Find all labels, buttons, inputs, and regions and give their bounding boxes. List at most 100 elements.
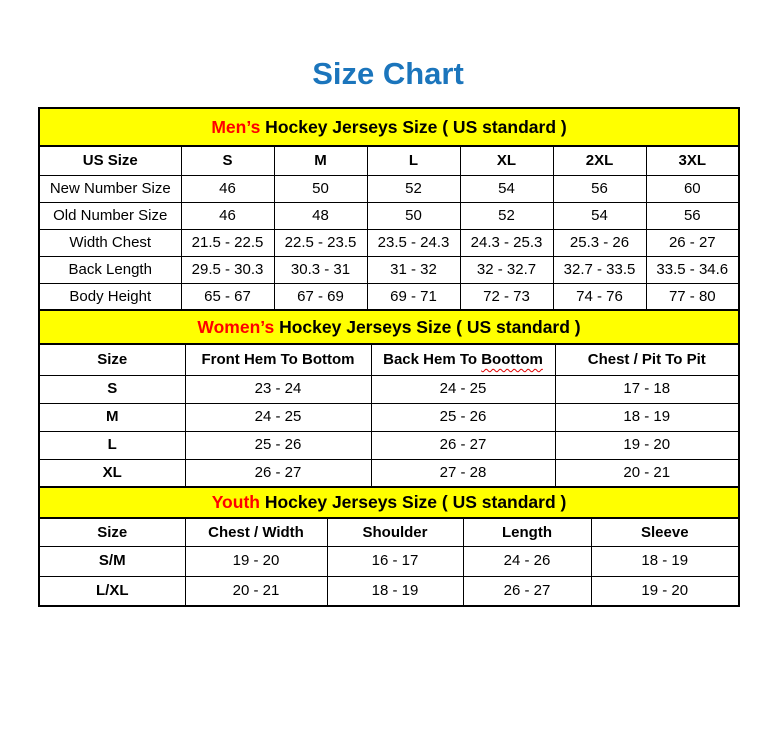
value-cell: 18 - 19	[554, 402, 740, 432]
header-cell: Chest / Pit To Pit	[554, 343, 740, 376]
value-cell: 52	[459, 201, 554, 230]
mens-title-accent: Men’s	[211, 116, 261, 137]
header-cell: XL	[459, 145, 554, 176]
value-cell: 20 - 21	[554, 458, 740, 488]
table-row: L 25 - 26 26 - 27 19 - 20	[38, 430, 740, 460]
header-cell: Chest / Width	[184, 517, 328, 547]
table-row: Width Chest 21.5 - 22.5 22.5 - 23.5 23.5 - …	[38, 228, 740, 257]
row-label: XL	[38, 458, 186, 488]
mens-band-row: Men’s Hockey Jerseys Size ( US standard …	[37, 107, 741, 147]
value-cell: 30.3 - 31	[273, 255, 368, 284]
youth-size-table: Youth Hockey Jerseys Size ( US standard …	[37, 486, 741, 607]
header-cell: 2XL	[552, 145, 647, 176]
value-cell: 22.5 - 23.5	[273, 228, 368, 257]
misspelled-word: Boottom	[481, 351, 543, 369]
row-label: Back Length	[38, 255, 182, 284]
value-cell: 69 - 71	[366, 282, 461, 311]
header-cell: Size	[38, 517, 186, 547]
header-cell: S	[180, 145, 275, 176]
header-cell: Size	[38, 343, 186, 376]
header-cell: M	[273, 145, 368, 176]
youth-header-row: Size Chest / Width Shoulder Length Sleeve	[38, 517, 740, 547]
row-label: L/XL	[38, 575, 186, 607]
value-cell: 26 - 27	[184, 458, 372, 488]
value-cell: 56	[645, 201, 740, 230]
value-cell: 24 - 26	[462, 545, 592, 577]
row-label: L	[38, 430, 186, 460]
value-cell: 50	[366, 201, 461, 230]
value-cell: 19 - 20	[554, 430, 740, 460]
header-cell: US Size	[38, 145, 182, 176]
value-cell: 25 - 26	[184, 430, 372, 460]
row-label: Old Number Size	[38, 201, 182, 230]
value-cell: 67 - 69	[273, 282, 368, 311]
youth-title-accent: Youth	[211, 492, 260, 513]
womens-title-accent: Women’s	[197, 316, 275, 337]
value-cell: 65 - 67	[180, 282, 275, 311]
value-cell: 24 - 25	[370, 374, 556, 404]
womens-header-row: Size Front Hem To Bottom Back Hem To Boott…	[38, 343, 740, 376]
value-cell: 31 - 32	[366, 255, 461, 284]
value-cell: 18 - 19	[326, 575, 464, 607]
value-cell: 52	[366, 174, 461, 203]
value-cell: 17 - 18	[554, 374, 740, 404]
value-cell: 46	[180, 174, 275, 203]
value-cell: 32 - 32.7	[459, 255, 554, 284]
mens-title-rest: Hockey Jerseys Size ( US standard )	[260, 116, 567, 137]
value-cell: 23.5 - 24.3	[366, 228, 461, 257]
value-cell: 77 - 80	[645, 282, 740, 311]
value-cell: 21.5 - 22.5	[180, 228, 275, 257]
value-cell: 54	[459, 174, 554, 203]
header-text: Back Hem To	[383, 351, 482, 369]
mens-size-table: Men’s Hockey Jerseys Size ( US standard …	[37, 107, 741, 311]
table-row: S 23 - 24 24 - 25 17 - 18	[38, 374, 740, 404]
value-cell: 19 - 20	[590, 575, 740, 607]
header-cell: L	[366, 145, 461, 176]
value-cell: 20 - 21	[184, 575, 328, 607]
size-chart-page: Size Chart Men’s Hockey Jerseys Size ( U…	[0, 56, 776, 607]
size-tables-container: Men’s Hockey Jerseys Size ( US standard …	[37, 107, 741, 607]
value-cell: 33.5 - 34.6	[645, 255, 740, 284]
value-cell: 24 - 25	[184, 402, 372, 432]
header-cell: 3XL	[645, 145, 740, 176]
value-cell: 46	[180, 201, 275, 230]
header-cell: Back Hem To Boottom	[370, 343, 556, 376]
header-cell: Length	[462, 517, 592, 547]
value-cell: 25 - 26	[370, 402, 556, 432]
value-cell: 72 - 73	[459, 282, 554, 311]
table-row: M 24 - 25 25 - 26 18 - 19	[38, 402, 740, 432]
value-cell: 50	[273, 174, 368, 203]
page-title: Size Chart	[312, 56, 464, 91]
value-cell: 26 - 27	[462, 575, 592, 607]
header-cell: Front Hem To Bottom	[184, 343, 372, 376]
value-cell: 23 - 24	[184, 374, 372, 404]
header-cell: Shoulder	[326, 517, 464, 547]
table-row: Body Height 65 - 67 67 - 69 69 - 71 72 - 73 7…	[38, 282, 740, 311]
value-cell: 74 - 76	[552, 282, 647, 311]
womens-section-title: Women’s Hockey Jerseys Size ( US standar…	[37, 309, 741, 345]
value-cell: 29.5 - 30.3	[180, 255, 275, 284]
row-label: Width Chest	[38, 228, 182, 257]
row-label: Body Height	[38, 282, 182, 311]
table-row: S/M 19 - 20 16 - 17 24 - 26 18 - 19	[38, 545, 740, 577]
value-cell: 19 - 20	[184, 545, 328, 577]
table-row: L/XL 20 - 21 18 - 19 26 - 27 19 - 20	[38, 575, 740, 607]
youth-band-row: Youth Hockey Jerseys Size ( US standard …	[37, 486, 741, 519]
youth-section-title: Youth Hockey Jerseys Size ( US standard …	[37, 486, 741, 519]
womens-band-row: Women’s Hockey Jerseys Size ( US standar…	[37, 309, 741, 345]
womens-size-table: Women’s Hockey Jerseys Size ( US standar…	[37, 309, 741, 488]
value-cell: 16 - 17	[326, 545, 464, 577]
row-label: S	[38, 374, 186, 404]
value-cell: 32.7 - 33.5	[552, 255, 647, 284]
youth-title-rest: Hockey Jerseys Size ( US standard )	[259, 492, 567, 513]
mens-section-title: Men’s Hockey Jerseys Size ( US standard …	[37, 107, 741, 147]
value-cell: 56	[552, 174, 647, 203]
value-cell: 27 - 28	[370, 458, 556, 488]
value-cell: 26 - 27	[645, 228, 740, 257]
header-cell: Sleeve	[590, 517, 740, 547]
row-label: S/M	[38, 545, 186, 577]
table-row: Old Number Size 46 48 50 52 54 56	[38, 201, 740, 230]
value-cell: 48	[273, 201, 368, 230]
table-row: XL 26 - 27 27 - 28 20 - 21	[38, 458, 740, 488]
womens-title-rest: Hockey Jerseys Size ( US standard )	[274, 316, 581, 337]
